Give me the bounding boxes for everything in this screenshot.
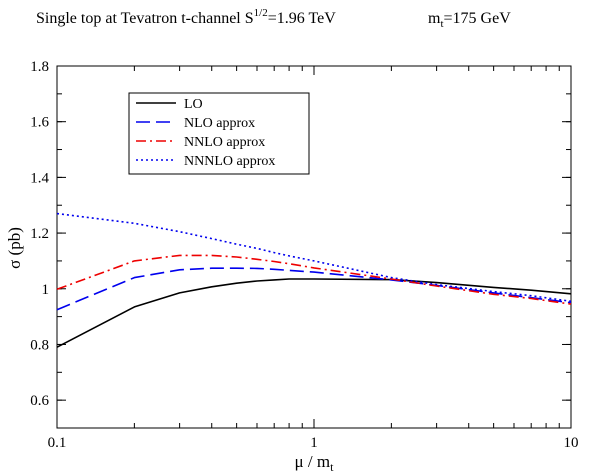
chart-title: Single top at Tevatron t-channel S1/2=1.… [36, 7, 511, 30]
legend-label: NNLO approx [184, 135, 265, 150]
x-axis: 0.1 1 10 [48, 66, 579, 451]
x-axis-label-main: μ / m [295, 452, 331, 471]
title-mass-value: =175 GeV [444, 10, 512, 27]
series-line-3 [56, 254, 572, 305]
y-tick-label: 1.6 [30, 115, 49, 131]
title-lead: Single top at Tevatron t-channel S [36, 10, 254, 27]
series-line-2 [56, 267, 572, 311]
legend-items: LO NLO approx NNLO approx NNNLO approx [136, 97, 275, 169]
title-mass-subscript: t [440, 18, 443, 30]
title-superscript: 1/2 [254, 7, 268, 19]
y-tick-label: 0.6 [30, 393, 49, 409]
legend-label: NLO approx [184, 116, 255, 131]
y-tick-label: 1.2 [30, 226, 49, 242]
legend-label: LO [184, 97, 203, 112]
x-axis-label-subscript: t [330, 460, 334, 474]
x-tick-label: 0.1 [48, 435, 67, 451]
legend-label: NNNLO approx [184, 154, 275, 169]
y-axis: 0.6 0.8 1 1.2 1.4 1.6 1.8 [30, 59, 571, 429]
x-tick-label: 1 [310, 435, 318, 451]
y-tick-label: 1 [42, 282, 50, 298]
legend: LO NLO approx NNLO approx NNNLO approx [128, 92, 310, 175]
series-layer [56, 212, 572, 348]
y-tick-label: 1.4 [30, 170, 49, 186]
legend-box [128, 92, 310, 175]
y-axis-label: σ (pb) [5, 227, 24, 269]
title-mass-symbol: m [428, 10, 441, 27]
series-line-1 [56, 278, 572, 348]
title-energy: =1.96 TeV [268, 10, 336, 27]
y-tick-label: 1.8 [30, 59, 49, 75]
y-tick-label: 0.8 [30, 337, 49, 353]
x-tick-label: 10 [564, 435, 579, 451]
x-axis-label: μ / mt [295, 452, 335, 474]
